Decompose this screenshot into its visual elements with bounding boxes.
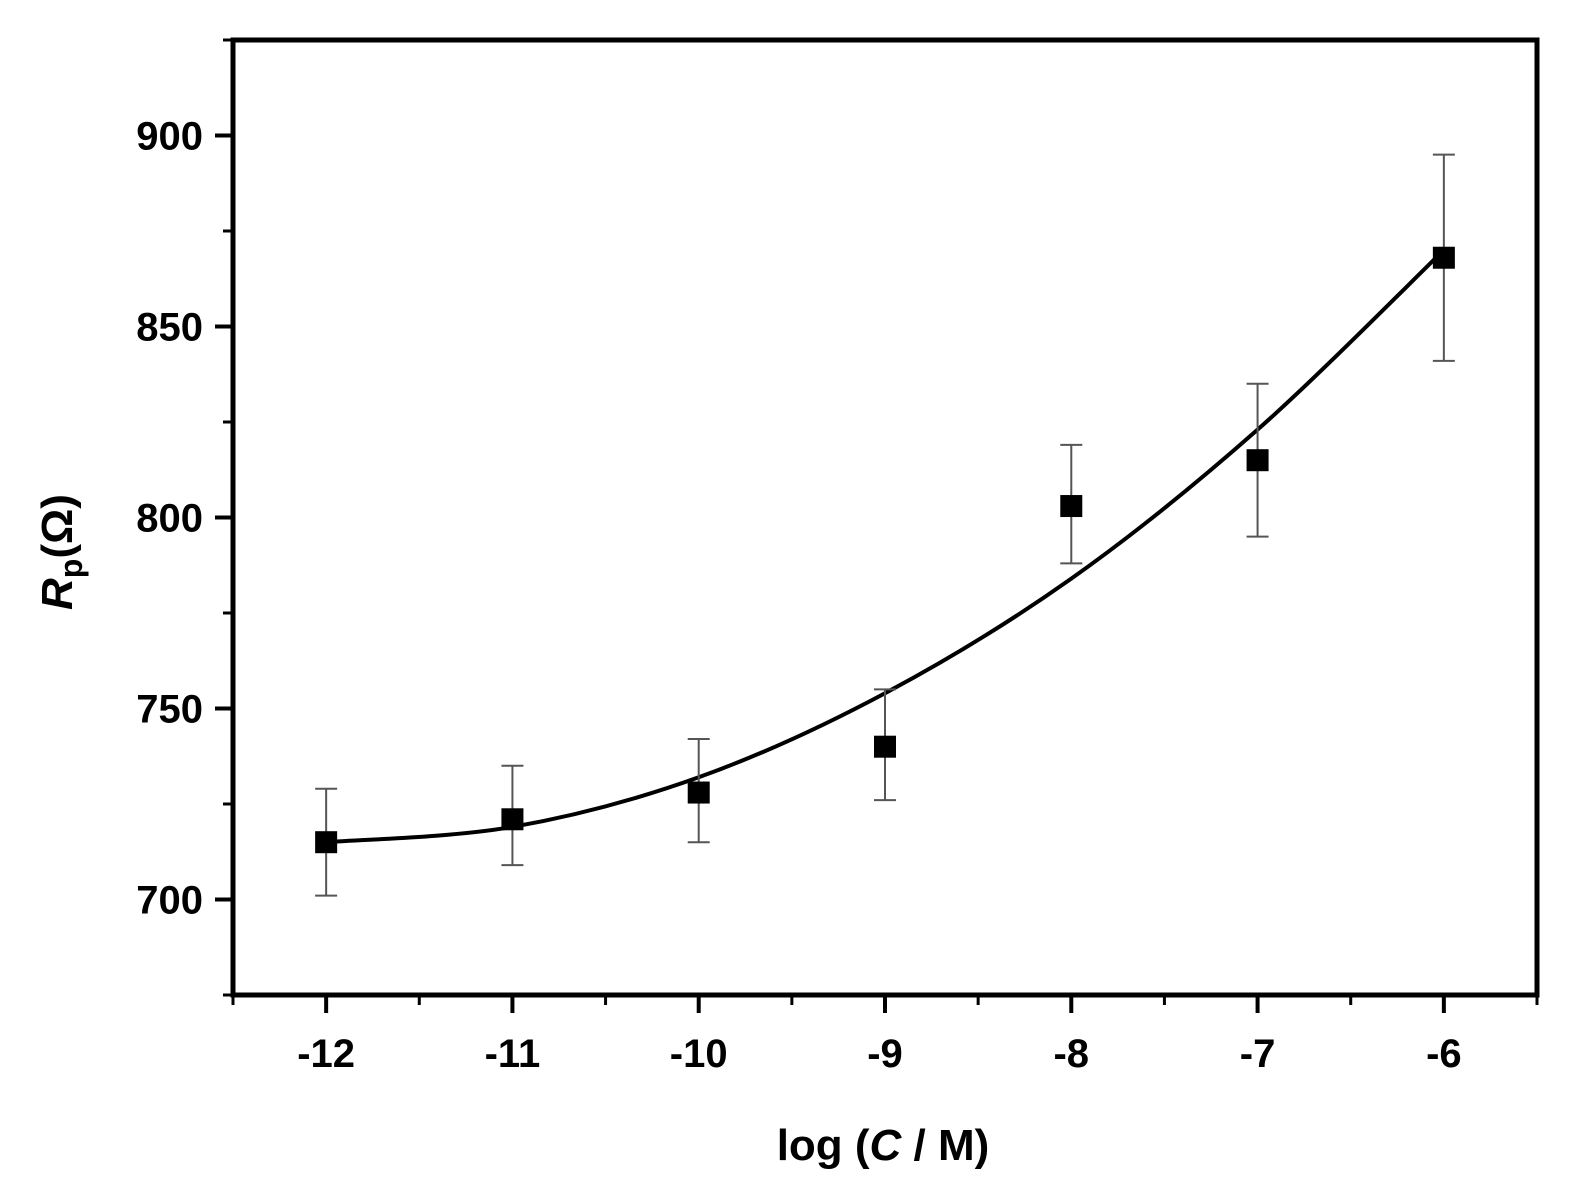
y-tick-label: 850 [136, 306, 203, 350]
y-tick-label: 800 [136, 497, 203, 541]
data-point-marker [501, 808, 524, 831]
y-tick-label: 900 [136, 115, 203, 159]
y-axis-ticks: 700 750 800 850 900 [136, 38, 233, 997]
x-tick-label: -12 [297, 1032, 355, 1076]
plot-frame [230, 37, 1540, 998]
x-tick-label: -10 [670, 1032, 728, 1076]
data-point-marker [1432, 246, 1455, 269]
x-tick-label: -6 [1426, 1032, 1462, 1076]
x-axis-ticks: -12 -11 -10 -9 -8 -7 -6 [231, 995, 1539, 1076]
error-bars [315, 153, 1455, 897]
y-axis-label-subscript: p [53, 559, 89, 579]
plot-area [230, 37, 1540, 998]
y-axis-label-unit: (Ω) [33, 494, 82, 559]
data-point-marker [687, 781, 710, 804]
y-axis-label-symbol: R [33, 578, 82, 610]
x-axis-label: log (C / M) [777, 1121, 990, 1170]
x-tick-label: -9 [867, 1032, 903, 1076]
data-point-marker [315, 831, 338, 854]
x-tick-label: -8 [1053, 1032, 1089, 1076]
x-tick-label: -7 [1240, 1032, 1276, 1076]
y-tick-label: 750 [136, 688, 203, 732]
x-axis-label-prefix: log ( [777, 1121, 870, 1170]
data-point-marker [874, 735, 896, 758]
data-markers [315, 246, 1455, 854]
y-tick-label: 700 [136, 879, 203, 923]
x-tick-label: -11 [485, 1032, 541, 1076]
y-axis-label: Rp(Ω) [33, 494, 89, 610]
data-point-marker [1060, 495, 1083, 518]
data-point-marker [1246, 449, 1269, 472]
x-axis-label-symbol: C [870, 1121, 903, 1170]
x-axis-label-suffix: / M) [901, 1121, 989, 1170]
